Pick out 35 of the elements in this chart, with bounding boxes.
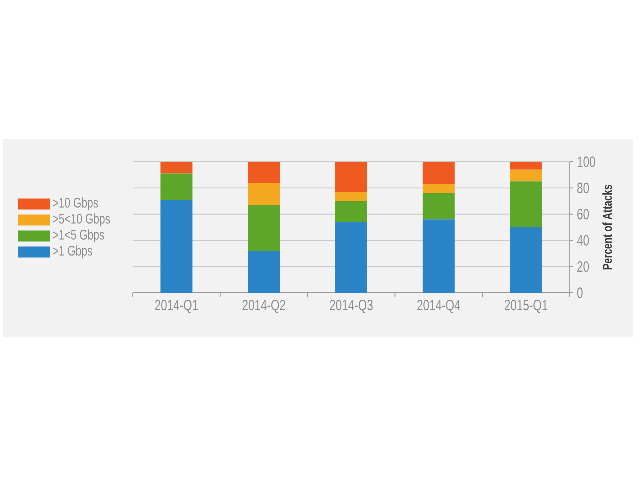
bar — [510, 162, 542, 170]
bar — [422, 220, 455, 293]
y-tick-label: 0 — [577, 288, 583, 298]
x-tick-label: 2014-Q3 — [330, 300, 373, 314]
y-tick-label: 80 — [578, 182, 590, 194]
bar — [510, 227, 542, 293]
bar — [248, 205, 280, 252]
y-tick-label: 60 — [578, 209, 590, 220]
bar — [336, 201, 368, 222]
bar — [510, 182, 542, 228]
x-tick-label: 2014-Q4 — [418, 300, 460, 314]
bar — [160, 162, 193, 174]
bar — [160, 200, 193, 293]
bar — [160, 174, 193, 200]
bar — [422, 184, 455, 194]
bar — [248, 251, 280, 293]
bar — [422, 193, 455, 220]
y-axis-title: Percent of Attacks — [602, 185, 612, 270]
y-tick-label: 40 — [577, 235, 590, 246]
y-tick-label: 100 — [578, 156, 596, 168]
bar — [422, 162, 455, 184]
legend-label: >1 Gbps — [53, 246, 92, 259]
legend-label: >10 Gbps — [53, 198, 98, 211]
legend-label: >1<5 Gbps — [53, 230, 104, 243]
bar — [336, 222, 368, 293]
bar — [336, 162, 368, 192]
x-tick-label: 2014-Q1 — [155, 300, 198, 314]
x-tick-label: 2015-Q1 — [504, 300, 548, 314]
bar — [510, 170, 542, 182]
bar — [336, 192, 368, 202]
bar — [248, 162, 280, 183]
bar — [248, 182, 280, 206]
legend-label: >5<10 Gbps — [53, 214, 110, 227]
y-tick-label: 20 — [578, 261, 590, 272]
x-tick-label: 2014-Q2 — [242, 300, 286, 314]
